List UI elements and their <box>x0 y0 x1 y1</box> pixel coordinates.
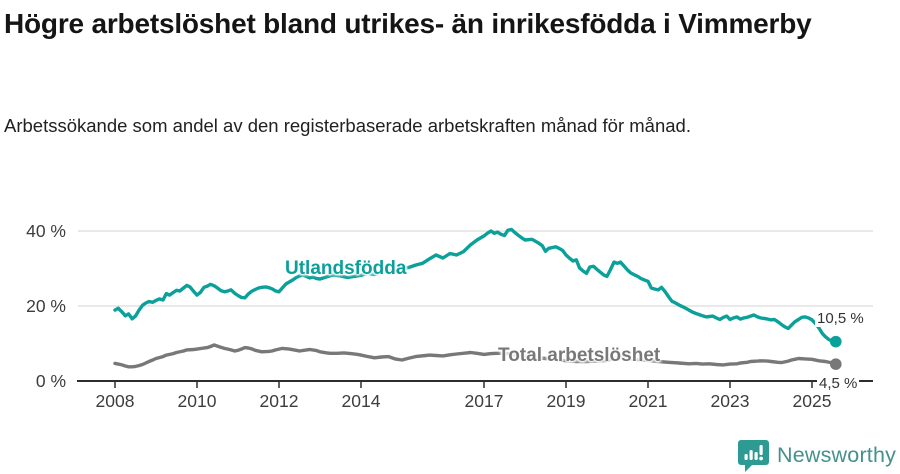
x-axis-tick-label: 2008 <box>96 391 135 411</box>
line-chart: 0 % 20 % 40 % 2008 2010 2012 2014 2017 2019 2021 2… <box>26 221 873 411</box>
y-axis-tick-label: 20 % <box>26 296 66 316</box>
series-label-total-arbetsloshet: Total arbetslöshet <box>498 345 661 366</box>
chart-line-utlandsfodda <box>113 227 838 344</box>
brand-footer: Newsworthy <box>738 439 896 472</box>
x-axis-tick-label: 2021 <box>629 391 668 411</box>
y-axis-tick-label: 0 % <box>36 371 66 391</box>
end-dot-total <box>829 358 842 370</box>
chart-subtitle: Arbetssökande som andel av den registerb… <box>4 115 691 136</box>
chart-title: Högre arbetslöshet bland utrikes- än inr… <box>4 8 812 39</box>
end-value-label-total: 4,5 % <box>817 375 860 392</box>
newsworthy-logo-icon <box>738 440 769 472</box>
mini-bar-chart-glyph <box>744 445 763 461</box>
x-axis-tick-label: 2025 <box>793 391 832 411</box>
x-axis-tick-label: 2014 <box>342 391 381 411</box>
brand-name: Newsworthy <box>777 443 897 467</box>
x-axis-tick-label: 2019 <box>547 391 586 411</box>
speech-bubble-shape <box>738 440 769 472</box>
x-axis-tick-label: 2010 <box>178 391 217 411</box>
series-label-utlandsfodda: Utlandsfödda <box>285 258 407 279</box>
x-axis-tick-label: 2023 <box>711 391 750 411</box>
end-value-label-utlandsfodda: 10,5 % <box>815 310 866 327</box>
x-axis-tick-label: 2012 <box>260 391 299 411</box>
end-dot-utlandsfodda <box>829 335 842 348</box>
y-axis-tick-label: 40 % <box>26 221 66 241</box>
x-axis-tick-label: 2017 <box>465 391 504 411</box>
chart-line-total <box>113 343 838 369</box>
